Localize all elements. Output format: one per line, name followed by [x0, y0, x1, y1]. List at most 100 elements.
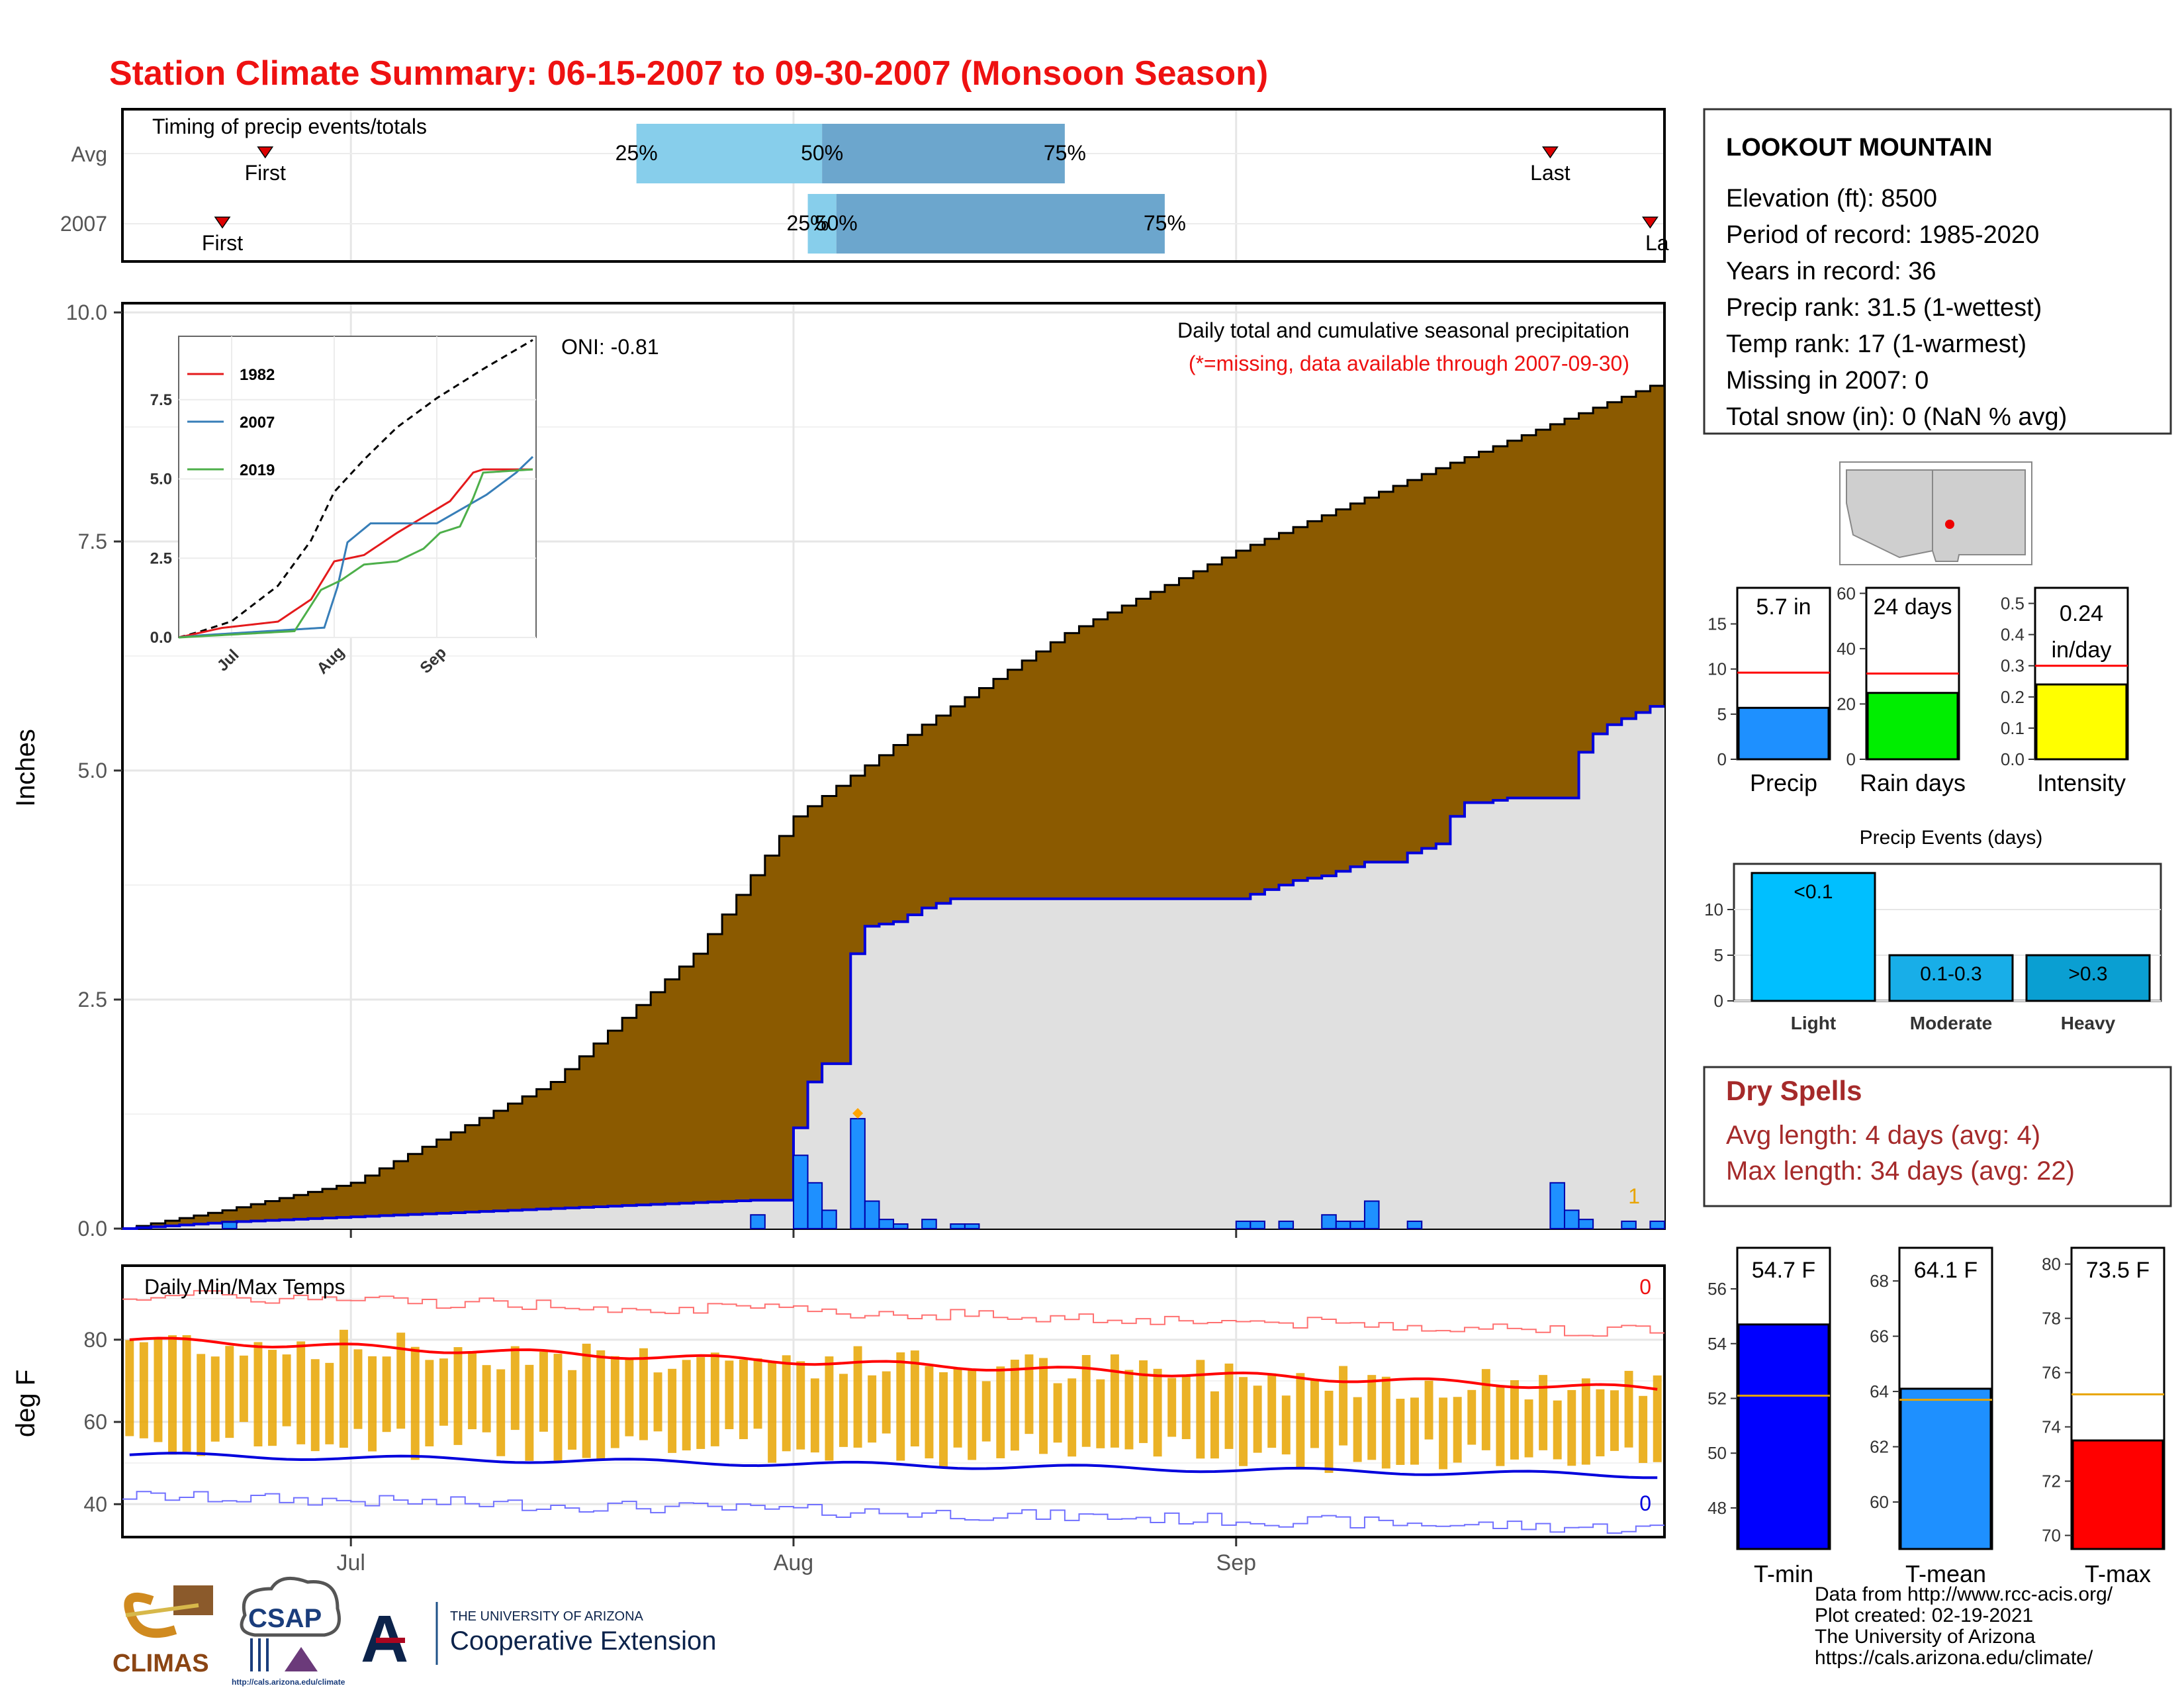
daily-precip-bar [964, 1223, 980, 1229]
first-label: First [202, 231, 243, 255]
daily-temp-range-bar [610, 1356, 619, 1448]
footer-line-3: The University of Arizona [1815, 1626, 2036, 1648]
daily-temp-range-bar [910, 1350, 919, 1447]
event-category-label: Heavy [2061, 1013, 2116, 1033]
daily-temp-range-bar [968, 1370, 977, 1460]
mini-temp-tick-label: 74 [2042, 1417, 2061, 1437]
event-category-label: Moderate [1910, 1013, 1992, 1033]
main-ylabel: Inches [11, 729, 40, 807]
events-tick-label: 10 [1704, 900, 1723, 919]
timing-title: Timing of precip events/totals [152, 115, 427, 138]
daily-precip-bar [1335, 1220, 1351, 1229]
mini-precip-tick-label: 0.1 [2001, 718, 2025, 738]
daily-temp-range-bar [539, 1351, 548, 1432]
daily-temp-range-bar [210, 1356, 220, 1442]
obs-cumulative-area [122, 706, 1664, 1229]
timing-row-2007: 2007 [60, 212, 107, 236]
daily-temp-range-bar [753, 1358, 762, 1429]
daily-temp-range-bar [1310, 1380, 1319, 1448]
mini-precip-tick-label: 0.5 [2001, 594, 2025, 614]
station-info-line: Period of record: 1985-2020 [1726, 221, 2039, 249]
obs-cumulative-line [122, 705, 1664, 1230]
last-marker [1541, 146, 1559, 159]
daily-temp-range-bar [1167, 1378, 1177, 1437]
daily-precip-bar [1349, 1220, 1365, 1229]
inset-series-2007 [178, 455, 534, 639]
timing-bar-50-75 [822, 124, 1065, 183]
station-info-line: Total snow (in): 0 (NaN % avg) [1726, 403, 2067, 431]
daily-temp-range-bar [1239, 1377, 1248, 1466]
daily-temp-range-bar [382, 1356, 391, 1432]
daily-precip-bar [1235, 1220, 1251, 1229]
event-bar-heavy [2025, 954, 2151, 1002]
events-title: Precip Events (days) [1860, 827, 2043, 849]
legend-label-1982: 1982 [240, 366, 275, 384]
daily-temp-range-bar [125, 1340, 134, 1436]
mini-precip-tick-label: 40 [1837, 639, 1856, 659]
daily-temp-range-bar [868, 1375, 877, 1443]
daily-temp-range-bar [1553, 1400, 1562, 1460]
daily-temp-range-bar [882, 1371, 891, 1434]
daily-temp-range-bar [639, 1348, 648, 1440]
daily-temp-range-bar [1424, 1380, 1433, 1440]
mini-precip-tick-label: 0.4 [2001, 625, 2025, 645]
daily-precip-bar [1363, 1200, 1380, 1229]
temp-xtick-label: Sep [1216, 1550, 1257, 1575]
daily-temp-range-bar [768, 1362, 777, 1463]
daily-temp-range-bar [1539, 1375, 1548, 1450]
mini-precip-value: 24 days [1873, 594, 1952, 620]
daily-temp-range-bar [1439, 1397, 1448, 1470]
daily-temp-range-bar [1281, 1395, 1291, 1455]
record-max-count: 0 [1639, 1275, 1651, 1299]
station-name: LOOKOUT MOUNTAIN [1726, 134, 1992, 162]
daily-temp-range-bar [1610, 1390, 1619, 1451]
mini-temp-tick-label: 64 [1870, 1382, 1889, 1401]
daily-precip-bar [1563, 1209, 1580, 1229]
temp-ytick-label: 40 [83, 1492, 107, 1516]
daily-temp-range-bar [682, 1360, 691, 1451]
missing-marker [852, 1107, 864, 1119]
daily-temp-range-bar [1139, 1360, 1148, 1443]
daily-temp-range-bar [1068, 1378, 1077, 1457]
temp-title: Daily Min/Max Temps [144, 1275, 345, 1299]
ua-line-1: THE UNIVERSITY OF ARIZONA [450, 1609, 644, 1624]
mini-precip-label: Rain days [1860, 769, 1966, 796]
daily-temp-range-bar [310, 1359, 320, 1452]
mini-temp-tick-label: 50 [1707, 1443, 1727, 1463]
location-map [1839, 461, 2032, 565]
daily-temp-range-bar [253, 1342, 263, 1447]
mini-precip-bar [1866, 692, 1959, 761]
mini-precip-tick-label: 5 [1717, 704, 1727, 724]
mini-precip-unit: in/day [2052, 637, 2112, 663]
station-info-line: Missing in 2007: 0 [1726, 367, 1929, 395]
mini-precip-tick-label: 15 [1707, 614, 1727, 634]
legend-label-2019: 2019 [240, 461, 275, 479]
timing-bar-25-50 [636, 124, 823, 183]
timing-panel: Timing of precip events/totals Avg 2007 … [60, 108, 1669, 263]
daily-precip-bar [950, 1223, 966, 1229]
mini-temp-tick-label: 60 [1870, 1492, 1889, 1512]
daily-temp-range-bar [853, 1346, 862, 1448]
main-precip-panel: 0.02.55.07.510.0 Daily total and cumulat… [66, 301, 1666, 1241]
daily-temp-range-bar [696, 1357, 705, 1449]
daily-temp-range-bar [1581, 1378, 1590, 1465]
daily-temp-range-bar [468, 1352, 477, 1430]
mini-temp-tick-label: 72 [2042, 1472, 2061, 1491]
daily-temp-range-bar [725, 1360, 734, 1429]
mini-precip-label: Intensity [2037, 769, 2126, 796]
inset-ytick-label: 5.0 [150, 471, 172, 489]
event-category-label: Light [1791, 1013, 1836, 1033]
daily-precip-bar [1549, 1182, 1565, 1230]
timing-pct-50: 50% [815, 211, 858, 235]
record-min-count: 0 [1639, 1491, 1651, 1515]
event-bar-light [1751, 872, 1876, 1002]
daily-temp-range-bar [425, 1360, 434, 1446]
daily-temp-range-bar [782, 1355, 791, 1452]
mini-temp-label: T-mean [1905, 1560, 1986, 1587]
daily-temp-range-bar [510, 1346, 520, 1430]
daily-temp-range-bar [197, 1354, 206, 1456]
mini-precip-value: 5.7 in [1756, 594, 1811, 620]
daily-temp-range-bar [810, 1378, 819, 1453]
daily-temp-range-bar [553, 1354, 563, 1461]
daily-temp-range-bar [582, 1343, 591, 1458]
